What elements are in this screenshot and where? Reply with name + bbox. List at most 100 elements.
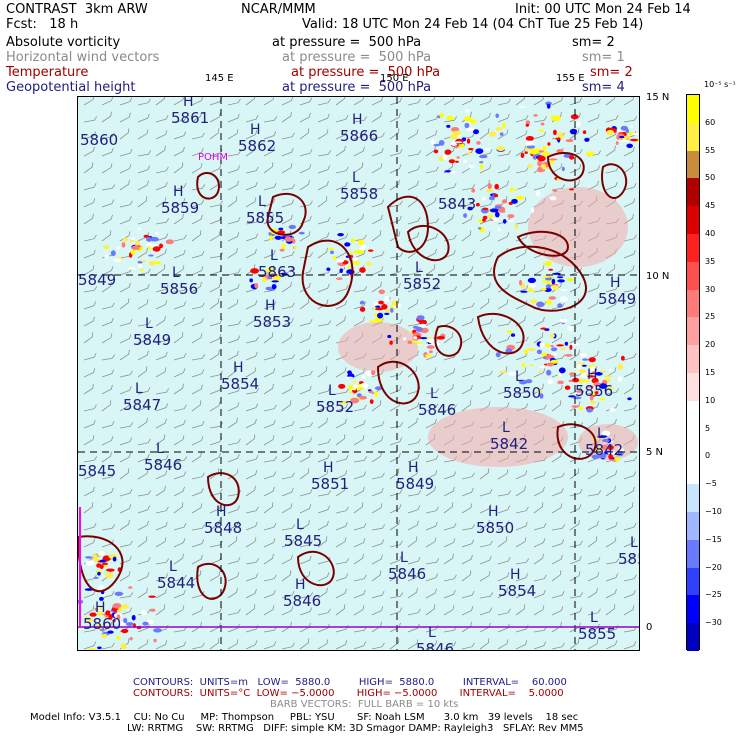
wind-barb <box>245 625 259 633</box>
wind-barb <box>515 264 526 276</box>
colorbar-tick-label: 15 <box>705 368 716 377</box>
vorticity-cell <box>587 385 595 389</box>
vorticity-cell <box>495 126 503 132</box>
vorticity-cell <box>498 371 508 374</box>
wind-barb <box>317 217 331 225</box>
wind-barb <box>101 266 114 276</box>
vorticity-cell <box>539 342 545 348</box>
wind-barb <box>479 200 493 208</box>
vorticity-cell <box>598 383 608 389</box>
wind-barb <box>227 402 240 412</box>
wind-barb <box>461 487 474 497</box>
wind-barb <box>533 316 545 327</box>
wind-barb <box>119 540 133 548</box>
wind-barb <box>155 485 166 497</box>
vorticity-cell <box>528 283 536 288</box>
vorticity-cell <box>281 243 286 250</box>
wind-barb <box>407 587 418 599</box>
wind-barb <box>227 165 241 174</box>
colorbar-tick-label: −5 <box>705 479 717 489</box>
vorticity-cell <box>527 163 533 168</box>
vorticity-cell <box>553 129 557 136</box>
field-wind-sm: sm= 1 <box>582 50 625 65</box>
vorticity-cell <box>351 238 356 243</box>
wind-barb <box>461 302 475 310</box>
wind-barb <box>317 469 329 480</box>
wind-barb <box>173 198 186 208</box>
wind-barb <box>209 97 223 106</box>
vorticity-cell <box>86 618 94 622</box>
wind-barb <box>515 336 529 344</box>
wind-barb <box>191 266 204 276</box>
wind-barb <box>623 353 637 361</box>
wind-barb <box>137 469 149 480</box>
vorticity-cell <box>116 609 123 613</box>
vorticity-cell <box>381 304 388 310</box>
wind-barb <box>335 455 349 463</box>
wind-barb <box>209 540 223 548</box>
vorticity-cell <box>539 168 546 172</box>
wind-barb <box>371 472 385 480</box>
high-marker: H <box>587 367 598 383</box>
wind-barb <box>83 213 94 225</box>
wind-barb <box>461 591 475 599</box>
wind-barb <box>317 402 330 412</box>
vorticity-cell <box>292 238 296 244</box>
wind-barb <box>191 621 202 633</box>
vorticity-cell <box>261 276 267 283</box>
wind-barb <box>281 147 294 157</box>
model-info-1: Model Info: V3.5.1 CU: No Cu MP: Thompso… <box>30 712 579 723</box>
colorbar-swatch <box>687 428 699 457</box>
wind-barb <box>497 150 512 157</box>
wind-barb <box>371 436 384 446</box>
high-marker: H <box>216 504 227 520</box>
wind-barb <box>155 300 168 310</box>
vorticity-cell <box>568 379 573 382</box>
high-marker: H <box>265 298 276 314</box>
wind-barb <box>191 214 203 225</box>
wind-barb <box>245 145 256 157</box>
wind-barb <box>119 422 134 429</box>
wind-barb <box>137 196 148 208</box>
low-marker: L <box>428 625 436 641</box>
wind-barb <box>227 520 239 531</box>
wind-barb <box>605 367 617 378</box>
vorticity-cell <box>492 217 499 221</box>
vorticity-cell <box>403 337 407 341</box>
wind-barb <box>335 285 349 293</box>
vorticity-cell <box>569 344 573 350</box>
vorticity-cell <box>444 149 452 155</box>
wind-barb <box>515 604 526 616</box>
vorticity-cell <box>552 115 562 122</box>
wind-barb <box>335 403 349 412</box>
vorticity-cell <box>128 586 133 589</box>
wind-barb <box>353 183 367 191</box>
wind-barb <box>371 554 383 565</box>
wind-barb <box>605 145 616 157</box>
wind-barb <box>425 181 438 191</box>
vorticity-cell <box>444 170 452 173</box>
vorticity-cell <box>630 138 639 142</box>
wind-barb <box>623 301 637 310</box>
wind-barb <box>371 251 385 259</box>
wind-barb <box>263 589 276 599</box>
vorticity-cell <box>378 289 385 295</box>
wind-barb <box>497 557 511 565</box>
vorticity-cell <box>123 237 129 242</box>
wind-barb <box>245 248 257 259</box>
wind-barb <box>83 589 96 599</box>
vorticity-cell <box>579 406 583 410</box>
vorticity-cell <box>359 267 366 273</box>
wind-barb <box>245 130 258 140</box>
wind-barb <box>587 639 599 650</box>
vorticity-cell <box>371 370 376 376</box>
wind-barb <box>389 164 402 174</box>
vorticity-cell <box>471 188 476 193</box>
vorticity-cell <box>615 141 619 145</box>
wind-barb <box>227 232 240 242</box>
wind-barb <box>263 486 275 497</box>
colorbar-tick-label: 60 <box>705 117 716 127</box>
vorticity-cell <box>298 231 305 235</box>
wind-barb <box>623 641 637 650</box>
vorticity-cell <box>356 393 362 398</box>
